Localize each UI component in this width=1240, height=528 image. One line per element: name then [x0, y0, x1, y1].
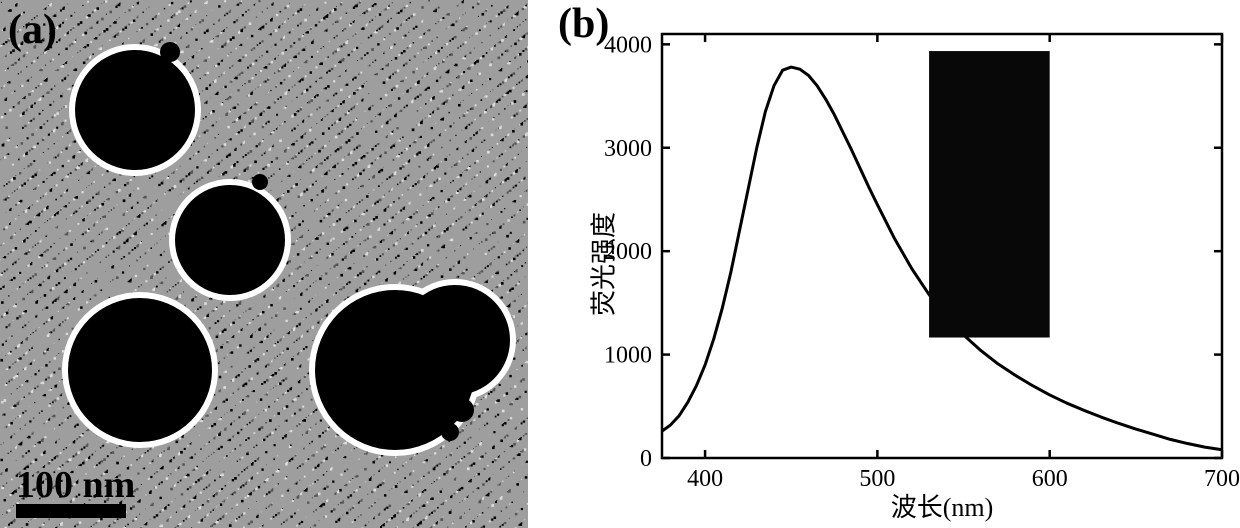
panel-a-label: (a)	[8, 6, 57, 54]
scale-bar-text: 100 nm	[16, 466, 135, 504]
x-axis-label: 波长(nm)	[891, 487, 994, 524]
scale-bar	[16, 504, 126, 518]
panel-b-label: (b)	[558, 0, 609, 48]
y-axis-label: 荧光强度	[584, 212, 621, 316]
scale-bar-group: 100 nm	[16, 466, 135, 518]
tem-image-panel: (a) 100 nm	[0, 0, 528, 528]
spectrum-chart-svg: 40050060070001000200030004000	[528, 0, 1240, 528]
tem-svg	[0, 0, 528, 528]
spectrum-panel: (b) 40050060070001000200030004000 荧光强度 波…	[528, 0, 1240, 528]
